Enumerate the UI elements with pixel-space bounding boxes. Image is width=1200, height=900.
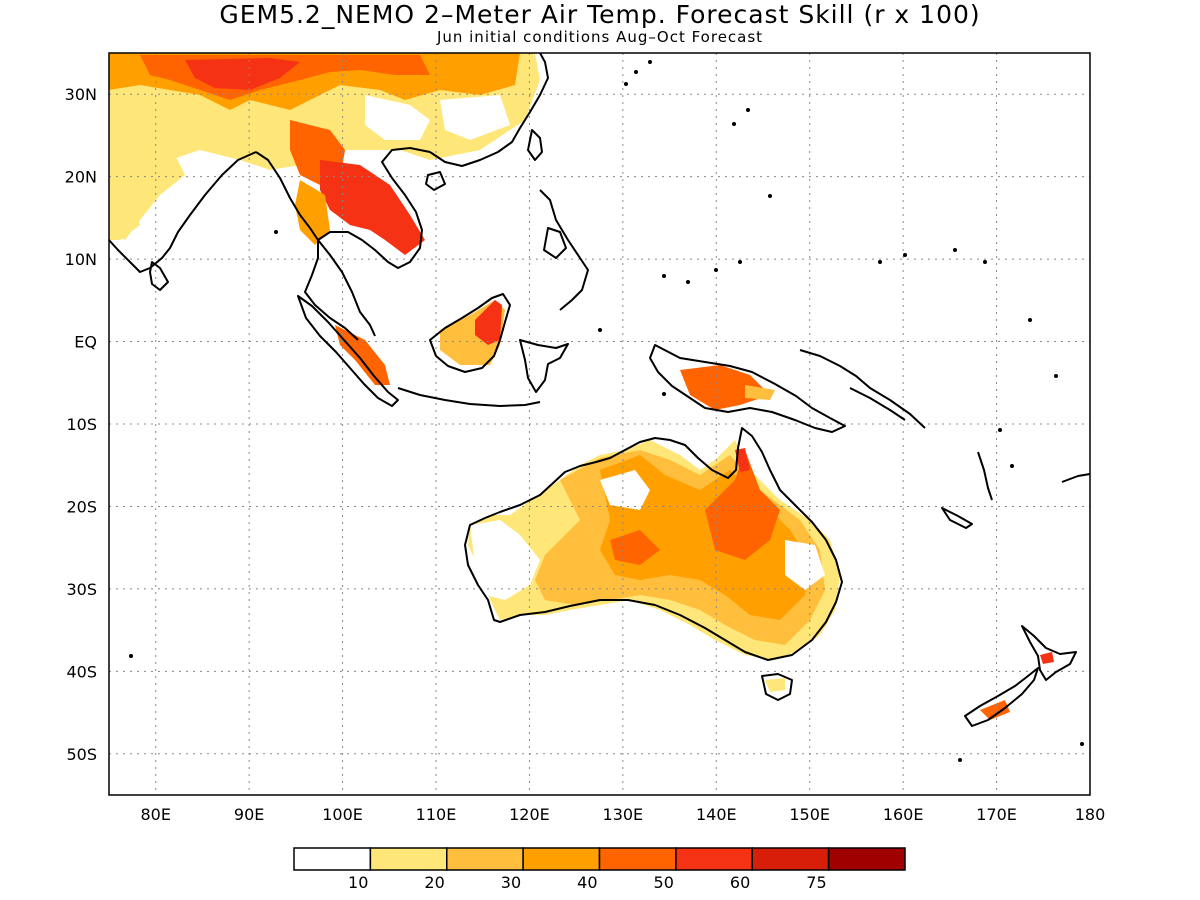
- colorbar: 10 20 30 40 50 60 75: [293, 847, 906, 892]
- colorbar-label: 75: [806, 873, 826, 892]
- shade-australia-red: [735, 448, 750, 472]
- colorbar-label: 20: [424, 873, 444, 892]
- lat-tick-label: 10S: [66, 415, 97, 434]
- shade-australia-dark: [600, 455, 810, 620]
- colorbar-swatch: [675, 847, 753, 871]
- shade-australia-white: [470, 520, 540, 600]
- colorbar-swatch: [751, 847, 830, 871]
- lat-tick-label: 20N: [65, 168, 97, 187]
- coast-java: [397, 387, 541, 407]
- coast-hainan: [425, 171, 446, 191]
- lon-tick-label: 170E: [976, 805, 1017, 824]
- shade-newguinea-light: [745, 385, 775, 400]
- shade-tasmania: [765, 678, 785, 692]
- colorbar-swatch: [827, 847, 906, 871]
- lon-tick-label: 90E: [234, 805, 264, 824]
- lon-tick-label: 180: [1075, 805, 1106, 824]
- colorbar-swatch: [522, 847, 601, 871]
- shade-tibet-core: [185, 58, 300, 90]
- coast-philippines: [539, 189, 589, 311]
- lon-tick-label: 150E: [789, 805, 830, 824]
- lat-tick-label: 10N: [65, 250, 97, 269]
- colorbar-swatch: [446, 847, 524, 871]
- shade-australia-white3: [785, 540, 825, 590]
- coast-sulawesi: [519, 339, 569, 393]
- shade-white-patch2: [440, 95, 510, 140]
- coast-malaya: [317, 239, 376, 337]
- shade-australia-white2: [600, 470, 650, 510]
- coast-newcaledonia: [941, 507, 973, 529]
- lat-tick-label: 30S: [66, 580, 97, 599]
- colorbar-label: 60: [730, 873, 750, 892]
- chart-subtitle: Jun initial conditions Aug–Oct Forecast: [436, 28, 764, 46]
- chart-title: GEM5.2_NEMO 2–Meter Air Temp. Forecast S…: [219, 0, 981, 29]
- lon-tick-label: 160E: [883, 805, 924, 824]
- lat-tick-label: EQ: [74, 333, 97, 352]
- lat-tick-label: 20S: [66, 497, 97, 516]
- latitude-tick-labels: 30N 20N 10N EQ 10S 20S 30S 40S 50S: [65, 85, 97, 764]
- colorbar-swatch: [598, 847, 677, 871]
- colorbar-label: 50: [654, 873, 674, 892]
- coast-india: [109, 151, 257, 273]
- coast-taiwan: [527, 129, 543, 161]
- colorbar-swatch: [369, 847, 448, 871]
- shade-nz2: [1040, 652, 1054, 664]
- shade-australia-core: [705, 450, 780, 560]
- coast-nz-north: [1021, 625, 1077, 681]
- coast-indochina: [317, 147, 431, 269]
- coast-fiji: [1061, 473, 1090, 483]
- coast-solomon: [849, 387, 906, 421]
- lon-tick-label: 120E: [509, 805, 550, 824]
- lon-tick-label: 110E: [416, 805, 457, 824]
- coast-bay-bengal: [255, 151, 359, 341]
- colorbar-label: 40: [577, 873, 597, 892]
- coast-nz-south: [964, 667, 1039, 727]
- coast-tasmania: [761, 673, 793, 701]
- coast-philippines2: [543, 227, 567, 259]
- skill-shading: [109, 53, 1054, 720]
- lon-tick-label: 140E: [696, 805, 737, 824]
- coast-sumatra: [297, 295, 399, 407]
- coast-newguinea: [649, 344, 846, 433]
- coast-png-east: [799, 349, 926, 429]
- coastlines: [109, 53, 1090, 727]
- map-gridlines: [109, 53, 1090, 795]
- shade-australia-core2: [610, 530, 660, 565]
- shade-white-patch: [365, 95, 430, 140]
- colorbar-label: 10: [348, 873, 368, 892]
- lon-tick-label: 100E: [322, 805, 363, 824]
- lat-tick-label: 50S: [66, 745, 97, 764]
- coast-australia: [464, 427, 843, 661]
- lon-tick-label: 80E: [140, 805, 170, 824]
- lat-tick-label: 40S: [66, 662, 97, 681]
- coast-borneo: [429, 293, 511, 373]
- coast-srilanka: [149, 261, 169, 291]
- colorbar-swatch: [293, 847, 372, 871]
- shade-nz: [980, 700, 1010, 720]
- shade-india: [109, 140, 185, 240]
- shade-newguinea: [680, 365, 770, 410]
- map-frame: [108, 52, 1091, 796]
- shade-sumatra: [335, 325, 390, 385]
- colorbar-label: 30: [501, 873, 521, 892]
- shade-borneo-core: [475, 300, 502, 345]
- shade-indochina: [320, 160, 425, 255]
- island-dots: [129, 60, 1084, 762]
- longitude-tick-labels: 80E 90E 100E 110E 120E 130E 140E 150E 160E 170E 18…: [140, 805, 1105, 824]
- shade-indochina-light: [295, 180, 330, 245]
- lon-tick-label: 130E: [603, 805, 644, 824]
- coast-china: [429, 53, 549, 167]
- coast-vanuatu: [977, 451, 993, 501]
- lat-tick-label: 30N: [65, 85, 97, 104]
